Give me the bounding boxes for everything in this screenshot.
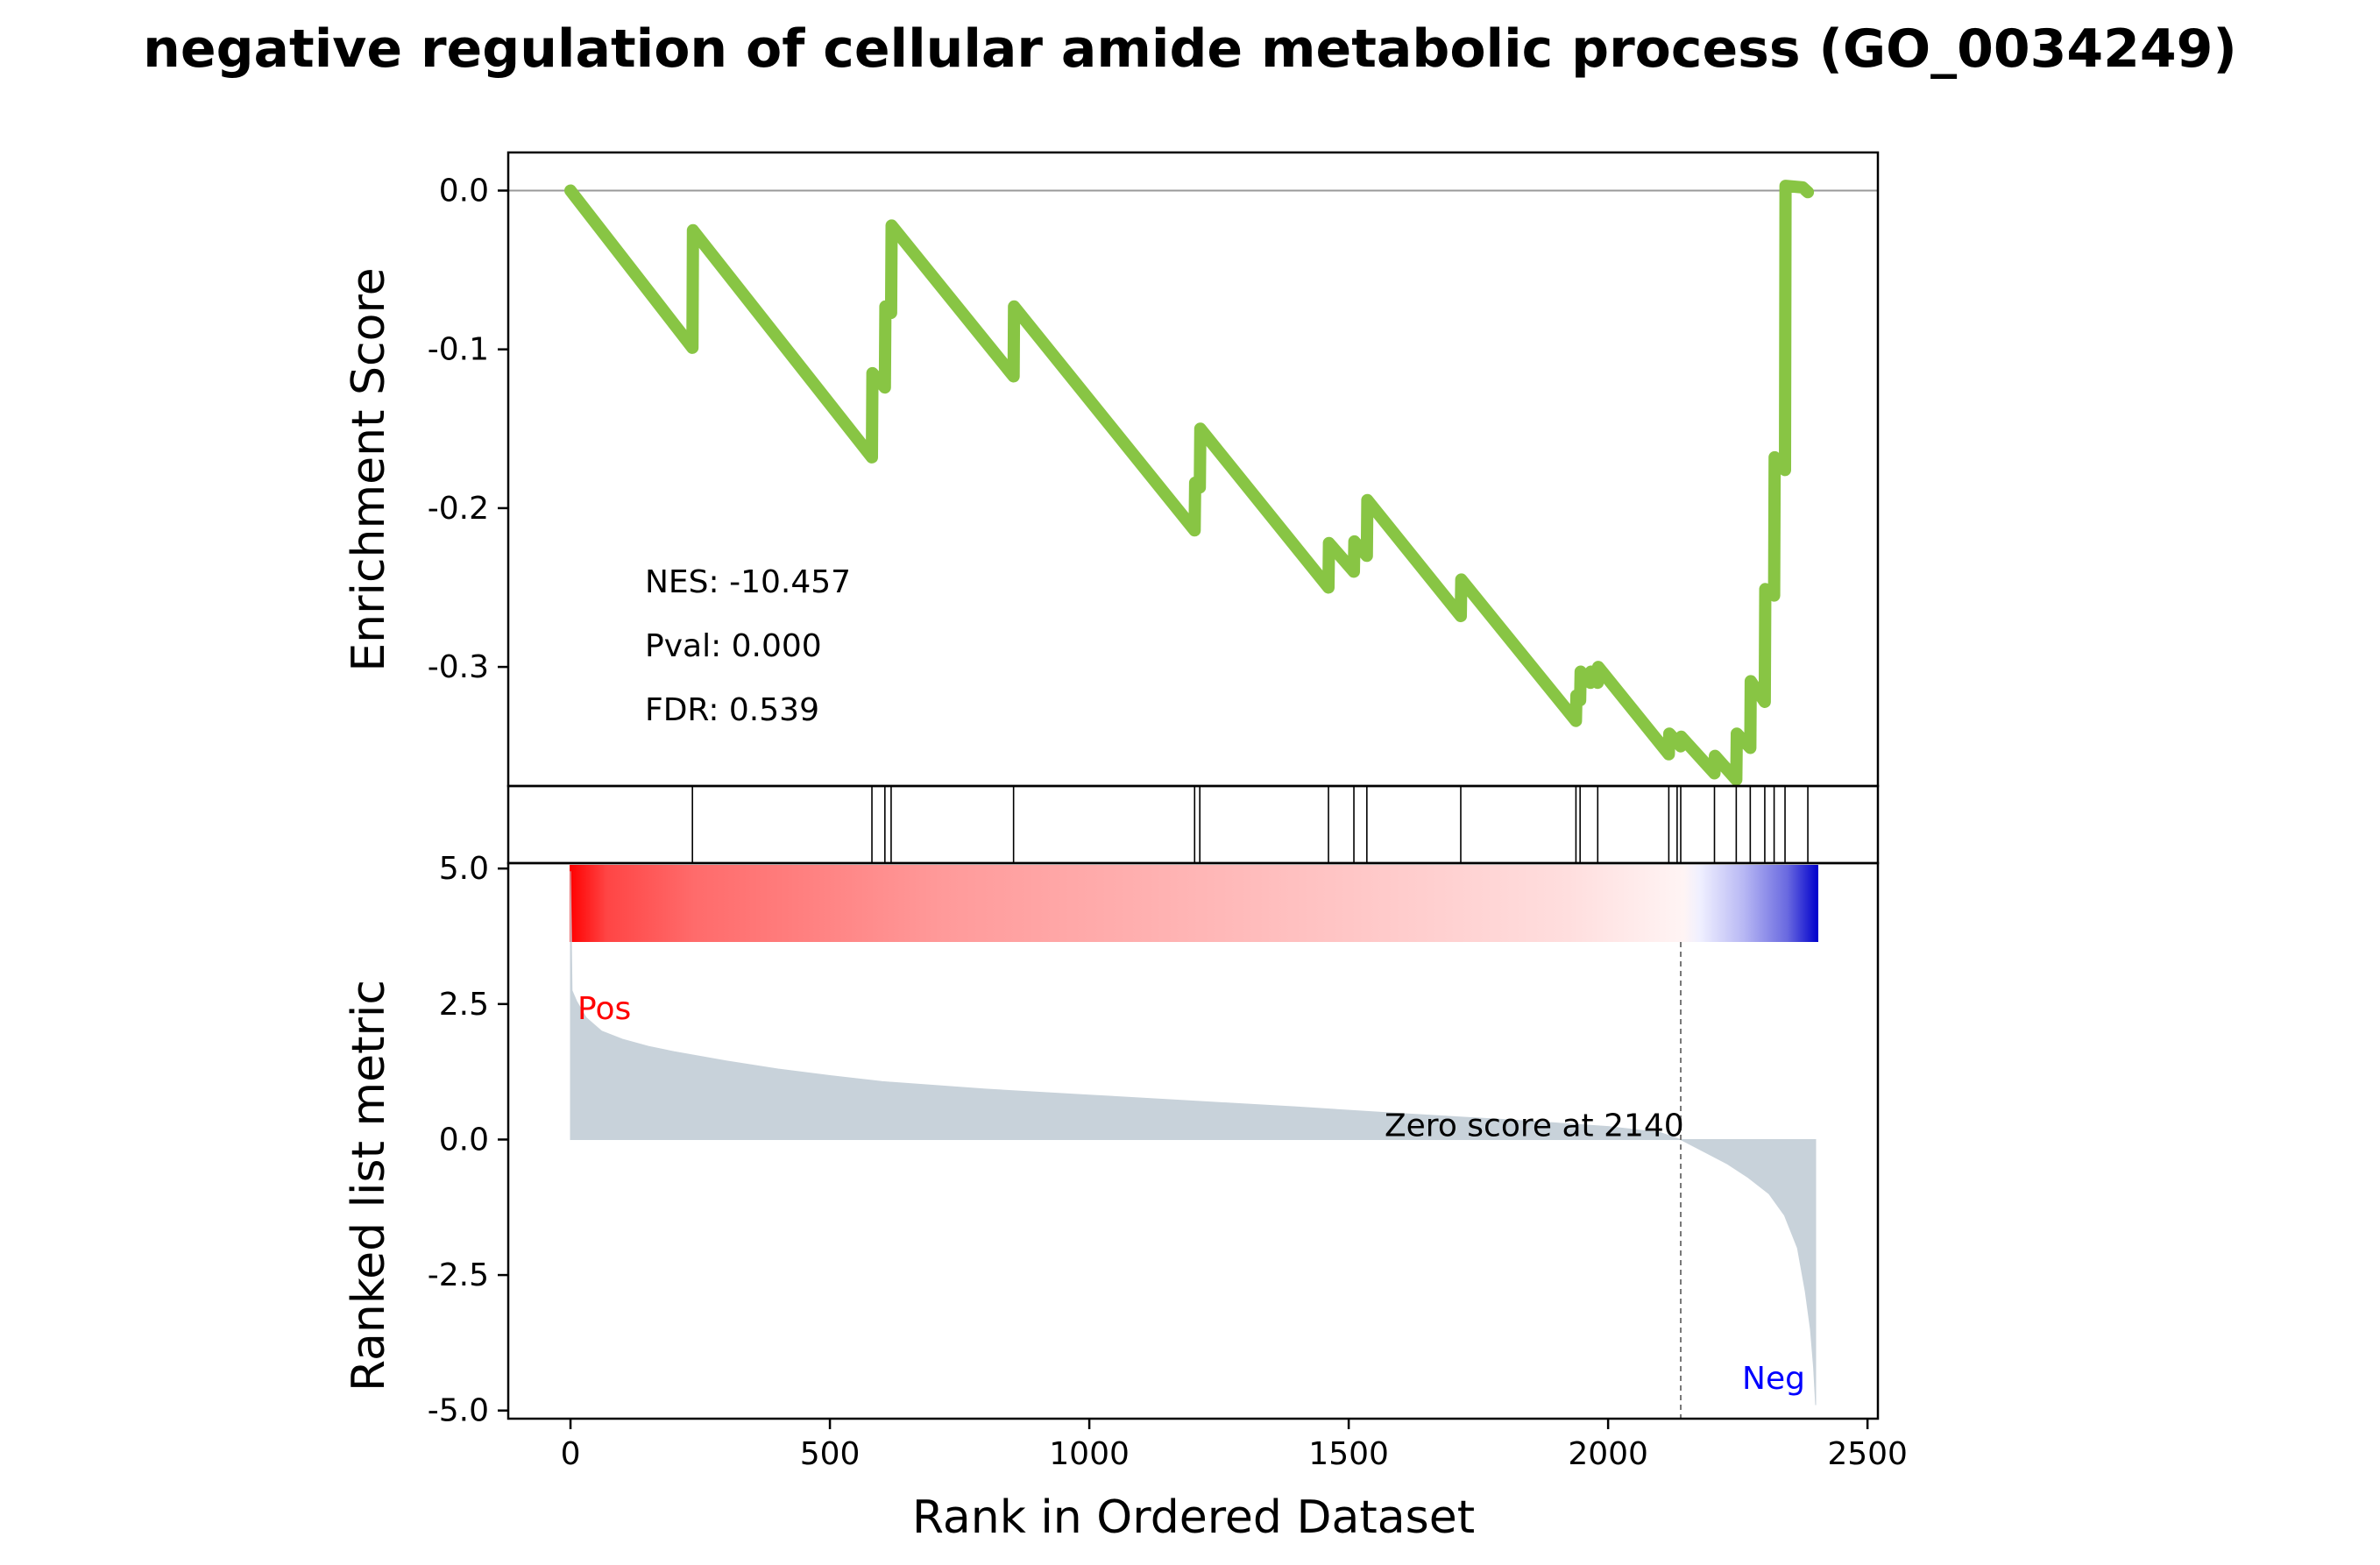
enrichment-y-tick-label: 0.0 (439, 173, 489, 209)
ranked-metric-panel-frame (506, 861, 1880, 1420)
x-tick-label: 500 (800, 1436, 861, 1472)
rank-heatmap-bar (570, 865, 1818, 942)
x-tick-label: 2500 (1827, 1436, 1908, 1472)
enrichment-panel: 0.0 -0.1 -0.2 -0.3 NES: -10.457 Pval: 0.000… (343, 151, 1880, 788)
x-axis-ticks: 0 500 1000 1500 2000 2500 (561, 1419, 1908, 1472)
chart-title: negative regulation of cellular amide me… (143, 18, 2237, 80)
neg-label: Neg (1742, 1361, 1805, 1397)
x-axis-label: Rank in Ordered Dataset (912, 1491, 1475, 1544)
ranked-metric-y-ticks: 5.0 2.5 0.0 -2.5 -5.0 (428, 851, 508, 1429)
ranked-metric-y-tick-label: 0.0 (439, 1122, 489, 1158)
enrichment-y-tick-label: -0.3 (428, 649, 489, 685)
hits-panel (506, 784, 1880, 865)
ranked-metric-y-axis-label: Ranked list metric (343, 980, 395, 1392)
enrichment-score-line (564, 180, 1815, 786)
x-tick-label: 0 (561, 1436, 581, 1472)
enrichment-y-tick-label: -0.2 (428, 491, 489, 527)
x-tick-label: 1500 (1308, 1436, 1389, 1472)
hits-panel-frame (506, 784, 1880, 865)
hit-lines (691, 786, 1809, 863)
nes-label: NES: -10.457 (645, 564, 851, 600)
x-tick-label: 1000 (1049, 1436, 1130, 1472)
pval-label: Pval: 0.000 (645, 628, 822, 664)
ranked-metric-y-tick-label: -2.5 (428, 1257, 489, 1293)
fdr-label: FDR: 0.539 (645, 692, 819, 728)
pos-label: Pos (577, 991, 631, 1027)
ranked-metric-y-tick-label: 2.5 (439, 987, 489, 1023)
ranked-metric-panel: Zero score at 2140 Pos Neg 5.0 2.5 0.0 -2.5… (343, 851, 1908, 1544)
enrichment-y-ticks: 0.0 -0.1 -0.2 -0.3 (428, 173, 508, 685)
enrichment-y-tick-label: -0.1 (428, 332, 489, 368)
x-tick-label: 2000 (1568, 1436, 1648, 1472)
ranked-metric-y-tick-label: 5.0 (439, 851, 489, 887)
enrichment-y-axis-label: Enrichment Score (343, 267, 395, 671)
ranked-metric-area (570, 871, 1817, 1406)
ranked-metric-y-tick-label: -5.0 (428, 1393, 489, 1429)
zero-score-label: Zero score at 2140 (1385, 1108, 1684, 1144)
